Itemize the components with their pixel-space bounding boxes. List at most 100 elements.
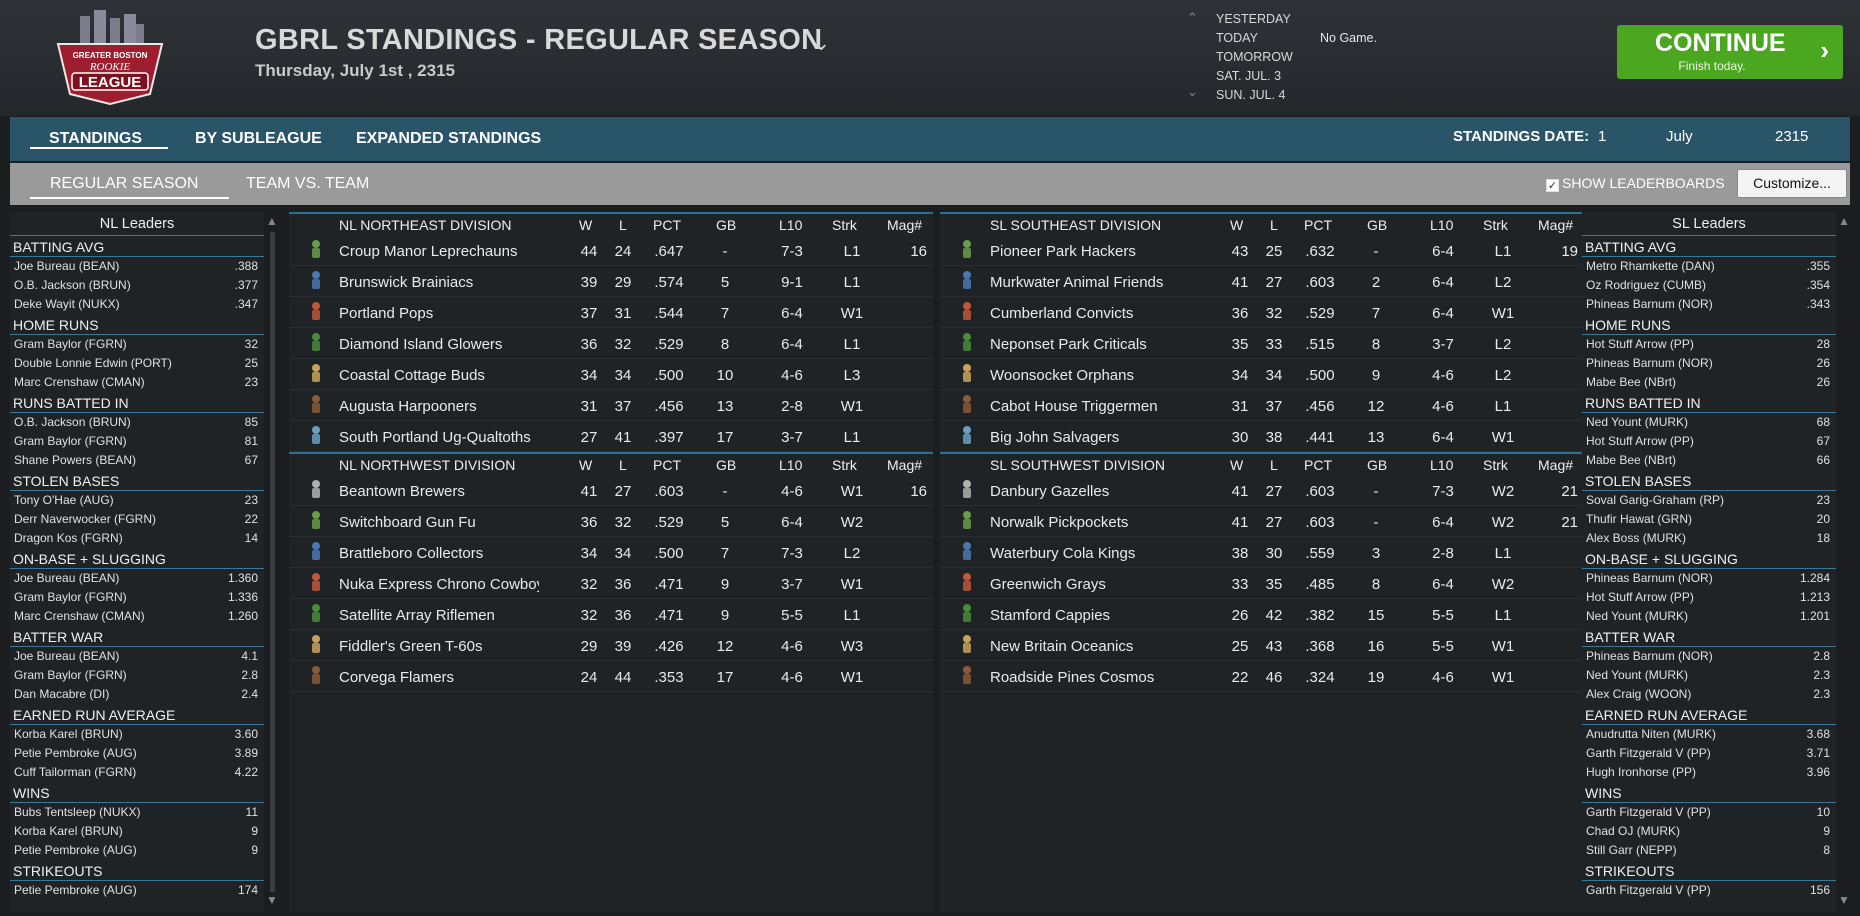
continue-button[interactable]: CONTINUE Finish today. ›	[1617, 25, 1843, 79]
team-row[interactable]: Croup Manor Leprechauns 44 24 .647 - 7-3 L1 16	[289, 235, 933, 266]
column-header-wins[interactable]: W	[579, 217, 593, 233]
team-name[interactable]: Fiddler's Green T-60s	[339, 638, 483, 655]
leaderboard-row[interactable]: Korba Karel (BRUN) 3.60	[10, 725, 264, 744]
team-name[interactable]: Danbury Gazelles	[990, 483, 1110, 500]
leaderboard-row[interactable]: Gram Baylor (FGRN) 2.8	[10, 666, 264, 685]
team-name[interactable]: Neponset Park Criticals	[990, 336, 1147, 353]
team-row[interactable]: Murkwater Animal Friends 41 27 .603 2 6-4 L2	[940, 266, 1584, 297]
player-name[interactable]: Derr Naverwocker (FGRN)	[14, 512, 157, 526]
leaderboard-row[interactable]: Joe Bureau (BEAN) .388	[10, 257, 264, 276]
player-name[interactable]: Ned Yount (MURK)	[1586, 668, 1689, 682]
team-row[interactable]: Nuka Express Chrono Cowboys 32 36 .471 9 3-7 W…	[289, 568, 933, 599]
leaderboard-row[interactable]: Oz Rodriguez (CUMB) .354	[1582, 276, 1836, 295]
column-header-win-pct[interactable]: PCT	[653, 217, 681, 233]
leaderboard-row[interactable]: Marc Crenshaw (CMAN) 23	[10, 373, 264, 392]
leaderboard-row[interactable]: Marc Crenshaw (CMAN) 1.260	[10, 607, 264, 626]
schedule-sun[interactable]: SUN. JUL. 4	[1216, 88, 1286, 102]
leaderboard-row[interactable]: Phineas Barnum (NOR) .343	[1582, 295, 1836, 314]
leaderboard-row[interactable]: Mabe Bee (NBrt) 26	[1582, 373, 1836, 392]
team-row[interactable]: Brunswick Brainiacs 39 29 .574 5 9-1 L1	[289, 266, 933, 297]
player-name[interactable]: Alex Boss (MURK)	[1586, 531, 1687, 545]
checkbox-checked-icon[interactable]: ✓	[1546, 179, 1559, 192]
scroll-up-icon[interactable]: ▲	[1838, 214, 1850, 228]
leaderboard-row[interactable]: Petie Pembroke (AUG) 9	[10, 841, 264, 860]
player-name[interactable]: Gram Baylor (FGRN)	[14, 668, 127, 682]
team-row[interactable]: Stamford Cappies 26 42 .382 15 5-5 L1	[940, 599, 1584, 630]
player-name[interactable]: Cuff Tailorman (FGRN)	[14, 765, 137, 779]
leaderboard-row[interactable]: Tony O'Hae (AUG) 23	[10, 491, 264, 510]
team-name[interactable]: Nuka Express Chrono Cowboys	[339, 576, 539, 593]
player-name[interactable]: Hugh Ironhorse (PP)	[1586, 765, 1697, 779]
team-row[interactable]: Norwalk Pickpockets 41 27 .603 - 6-4 W2 21	[940, 506, 1584, 537]
leaderboard-row[interactable]: Korba Karel (BRUN) 9	[10, 822, 264, 841]
player-name[interactable]: Gram Baylor (FGRN)	[14, 337, 127, 351]
leaderboard-row[interactable]: Gram Baylor (FGRN) 1.336	[10, 588, 264, 607]
team-row[interactable]: Beantown Brewers 41 27 .603 - 4-6 W1 16	[289, 475, 933, 506]
column-header-last-ten[interactable]: L10	[1430, 217, 1454, 233]
team-name[interactable]: Portland Pops	[339, 305, 434, 322]
scroll-down-icon[interactable]: ▼	[1838, 893, 1850, 907]
column-header-games-back[interactable]: GB	[1367, 457, 1388, 473]
standings-date-day[interactable]: 1	[1598, 128, 1607, 145]
player-name[interactable]: Ned Yount (MURK)	[1586, 415, 1689, 429]
team-row[interactable]: Switchboard Gun Fu 36 32 .529 5 6-4 W2	[289, 506, 933, 537]
team-row[interactable]: Corvega Flamers 24 44 .353 17 4-6 W1	[289, 661, 933, 692]
leaderboard-row[interactable]: O.B. Jackson (BRUN) .377	[10, 276, 264, 295]
column-header-wins[interactable]: W	[1230, 217, 1244, 233]
leaderboard-row[interactable]: Double Lonnie Edwin (PORT) 25	[10, 354, 264, 373]
schedule-tomorrow[interactable]: TOMORROW	[1216, 50, 1293, 64]
team-name[interactable]: Satellite Array Riflemen	[339, 607, 495, 624]
column-header-wins[interactable]: W	[1230, 457, 1244, 473]
leaderboard-row[interactable]: Deke Wayit (NUKX) .347	[10, 295, 264, 314]
team-row[interactable]: Waterbury Cola Kings 38 30 .559 3 2-8 L1	[940, 537, 1584, 568]
team-name[interactable]: Cabot House Triggermen	[990, 398, 1158, 415]
column-header-win-pct[interactable]: PCT	[1304, 457, 1332, 473]
team-name[interactable]: Murkwater Animal Friends	[990, 274, 1164, 291]
column-header-win-pct[interactable]: PCT	[1304, 217, 1332, 233]
division-name[interactable]: NL NORTHWEST DIVISION	[339, 457, 516, 473]
tab-team-vs-team[interactable]: TEAM VS. TEAM	[246, 175, 370, 192]
leaderboard-row[interactable]: Dragon Kos (FGRN) 14	[10, 529, 264, 548]
column-header-win-pct[interactable]: PCT	[653, 457, 681, 473]
player-name[interactable]: Hot Stuff Arrow (PP)	[1586, 434, 1694, 448]
column-header-last-ten[interactable]: L10	[779, 217, 803, 233]
tab-regular-season[interactable]: REGULAR SEASON	[50, 175, 199, 192]
column-header-losses[interactable]: L	[619, 457, 627, 473]
team-name[interactable]: Coastal Cottage Buds	[339, 367, 485, 384]
player-name[interactable]: O.B. Jackson (BRUN)	[14, 415, 131, 429]
chevron-up-icon[interactable]: ⌃	[1187, 10, 1198, 25]
player-name[interactable]: Oz Rodriguez (CUMB)	[1586, 278, 1707, 292]
schedule-today[interactable]: TODAY	[1216, 31, 1258, 45]
leaderboard-row[interactable]: Phineas Barnum (NOR) 2.8	[1582, 647, 1836, 666]
tab-expanded-standings[interactable]: EXPANDED STANDINGS	[356, 130, 542, 147]
team-name[interactable]: South Portland Ug-Qualtoths	[339, 429, 531, 446]
player-name[interactable]: Petie Pembroke (AUG)	[14, 883, 137, 897]
leaderboard-row[interactable]: O.B. Jackson (BRUN) 85	[10, 413, 264, 432]
player-name[interactable]: Phineas Barnum (NOR)	[1586, 297, 1713, 311]
player-name[interactable]: Alex Craig (WOON)	[1586, 687, 1692, 701]
tab-by-subleague[interactable]: BY SUBLEAGUE	[195, 130, 322, 147]
team-name[interactable]: Augusta Harpooners	[339, 398, 477, 415]
schedule-yesterday[interactable]: YESTERDAY	[1216, 12, 1291, 26]
player-name[interactable]: Double Lonnie Edwin (PORT)	[14, 356, 172, 370]
scroll-up-icon[interactable]: ▲	[266, 214, 278, 228]
player-name[interactable]: Garth Fitzgerald V (PP)	[1586, 883, 1711, 897]
leaderboard-row[interactable]: Hot Stuff Arrow (PP) 28	[1582, 335, 1836, 354]
column-header-last-ten[interactable]: L10	[779, 457, 803, 473]
leaderboard-row[interactable]: Metro Rhamkette (DAN) .355	[1582, 257, 1836, 276]
team-row[interactable]: Diamond Island Glowers 36 32 .529 8 6-4 L1	[289, 328, 933, 359]
leaderboard-row[interactable]: Garth Fitzgerald V (PP) 3.71	[1582, 744, 1836, 763]
column-header-games-back[interactable]: GB	[1367, 217, 1388, 233]
chevron-down-icon[interactable]: ⌄	[812, 30, 831, 55]
column-header-wins[interactable]: W	[579, 457, 593, 473]
column-header-last-ten[interactable]: L10	[1430, 457, 1454, 473]
leaderboard-row[interactable]: Garth Fitzgerald V (PP) 10	[1582, 803, 1836, 822]
team-row[interactable]: New Britain Oceanics 25 43 .368 16 5-5 W1	[940, 630, 1584, 661]
player-name[interactable]: Petie Pembroke (AUG)	[14, 843, 137, 857]
division-name[interactable]: SL SOUTHEAST DIVISION	[990, 217, 1162, 233]
customize-button[interactable]: Customize...	[1737, 169, 1847, 198]
player-name[interactable]: Gram Baylor (FGRN)	[14, 590, 127, 604]
player-name[interactable]: Hot Stuff Arrow (PP)	[1586, 337, 1694, 351]
player-name[interactable]: Marc Crenshaw (CMAN)	[14, 375, 145, 389]
column-header-streak[interactable]: Strk	[1483, 217, 1508, 233]
